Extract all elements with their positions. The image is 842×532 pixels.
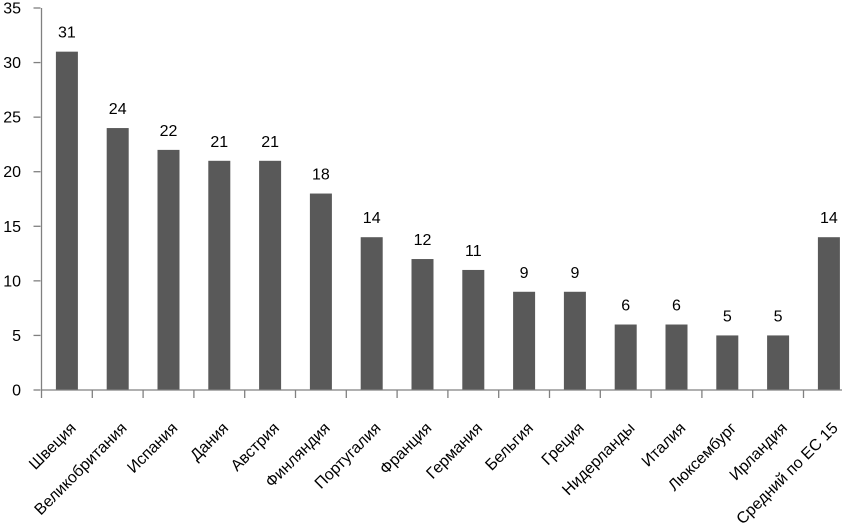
- bar-Нидерланды: [614, 324, 637, 390]
- y-tick-label: 10: [3, 273, 21, 290]
- value-label: 14: [820, 210, 838, 227]
- bar-Ирландия: [767, 335, 790, 390]
- value-label: 9: [520, 265, 529, 282]
- y-axis-ticks: [33, 7, 41, 391]
- value-label: 6: [672, 298, 681, 315]
- value-label: 9: [570, 265, 579, 282]
- y-axis-labels: 0 5 10 15 20 25 30 35: [3, 1, 21, 400]
- y-tick-label: 20: [3, 164, 21, 181]
- y-tick-label: 35: [3, 1, 21, 18]
- bar-Великобритания: [106, 128, 129, 391]
- category-label-Италия: Италия: [639, 420, 690, 471]
- category-label-Великобритания: Великобритания: [32, 420, 131, 519]
- value-label: 21: [261, 134, 279, 151]
- bar-Испания: [157, 149, 180, 390]
- bars: [55, 51, 840, 391]
- bar-Финляндия: [309, 193, 332, 390]
- category-label-Испания: Испания: [124, 420, 181, 477]
- bar-Германия: [462, 269, 485, 390]
- value-label: 5: [774, 308, 783, 325]
- bar-Средний по ЕС 15: [817, 237, 840, 390]
- value-label: 6: [621, 298, 630, 315]
- bar-Австрия: [259, 160, 282, 390]
- axes: [40, 8, 842, 391]
- y-tick-label: 5: [12, 328, 21, 345]
- category-label-Греция: Греция: [539, 420, 588, 469]
- value-labels: 31 24 22 21 21 18 14 12 11 9 9 6 6 5 5 14: [58, 25, 838, 326]
- category-label-Германия: Германия: [423, 420, 486, 483]
- x-axis-ticks: [40, 390, 805, 398]
- y-tick-label: 30: [3, 55, 21, 72]
- value-label: 18: [312, 167, 330, 184]
- bar-Италия: [665, 324, 688, 390]
- category-label-Дания: Дания: [187, 420, 232, 465]
- value-label: 5: [723, 308, 732, 325]
- bar-Люксембург: [716, 335, 739, 390]
- bar-Швеция: [55, 51, 78, 391]
- y-tick-label: 0: [12, 383, 21, 400]
- value-label: 11: [465, 243, 482, 260]
- category-label-Бельгия: Бельгия: [482, 420, 536, 474]
- value-label: 22: [160, 123, 178, 140]
- bar-Франция: [411, 259, 434, 390]
- value-label: 12: [414, 232, 432, 249]
- y-tick-label: 15: [3, 219, 21, 236]
- category-label-Средний по ЕС 15: Средний по ЕС 15: [734, 420, 842, 528]
- value-label: 21: [210, 134, 228, 151]
- bar-Бельгия: [513, 291, 536, 390]
- bar-Дания: [208, 160, 231, 390]
- value-label: 14: [363, 210, 381, 227]
- value-label: 24: [109, 101, 127, 118]
- bar-Португалия: [360, 237, 383, 390]
- y-tick-label: 25: [3, 110, 21, 127]
- bar-Греция: [563, 291, 586, 390]
- value-label: 31: [58, 25, 76, 42]
